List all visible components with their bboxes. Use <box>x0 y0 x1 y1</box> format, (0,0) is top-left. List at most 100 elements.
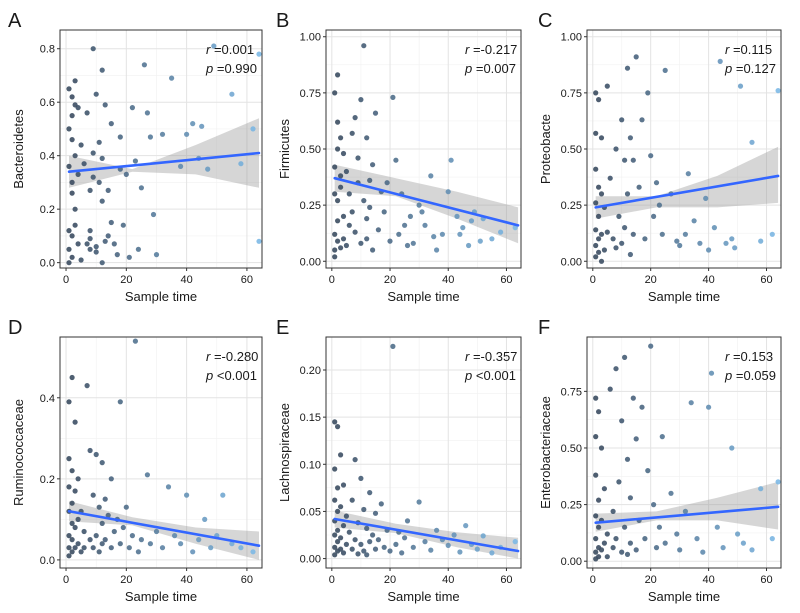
data-point <box>75 516 81 523</box>
data-point <box>463 523 469 529</box>
data-point <box>758 238 764 244</box>
data-point <box>111 528 117 535</box>
data-point <box>396 231 402 237</box>
data-point <box>697 240 703 246</box>
data-point <box>630 395 636 401</box>
data-point <box>613 366 619 372</box>
data-point <box>460 225 466 231</box>
data-point <box>340 213 347 219</box>
plot-border <box>59 336 263 569</box>
data-point <box>659 231 665 237</box>
data-point <box>627 251 634 258</box>
data-point <box>749 547 755 553</box>
r-stat: r =-0.280 <box>206 349 258 364</box>
data-point <box>604 531 610 537</box>
y-tick-label: 0.50 <box>561 443 582 455</box>
data-point <box>601 486 608 492</box>
data-point <box>775 479 781 485</box>
data-point <box>593 472 599 478</box>
data-point <box>343 541 349 548</box>
data-point <box>358 541 364 548</box>
data-point <box>616 479 622 485</box>
data-point <box>451 532 457 538</box>
y-axis-title: Enterobacteriaceae <box>538 396 553 509</box>
panel-letter: E <box>276 317 289 339</box>
data-point <box>428 173 434 179</box>
y-tick-label: 0.20 <box>300 365 321 377</box>
data-point <box>338 535 344 541</box>
data-point <box>184 492 190 498</box>
data-point <box>416 202 422 208</box>
data-point <box>208 545 214 551</box>
plot-background <box>60 337 262 568</box>
p-value: =0.059 <box>732 368 776 383</box>
data-point <box>633 547 639 553</box>
panel-letter: A <box>8 10 22 32</box>
data-point <box>622 524 628 530</box>
data-point <box>410 240 416 246</box>
data-point <box>93 249 99 255</box>
data-point <box>93 533 99 539</box>
data-point <box>72 78 78 84</box>
data-point <box>402 222 408 228</box>
p-stat: p =0.059 <box>724 368 776 383</box>
data-point <box>69 500 75 506</box>
data-point <box>120 524 126 531</box>
data-point <box>361 548 367 554</box>
data-point <box>138 185 144 191</box>
y-tick-label: 0.0 <box>40 555 55 567</box>
data-point <box>593 395 599 401</box>
data-point <box>596 236 602 242</box>
data-point <box>489 550 495 556</box>
data-point <box>708 370 715 376</box>
data-point <box>141 62 147 68</box>
data-point <box>335 198 341 204</box>
data-point <box>99 520 105 527</box>
data-point <box>144 472 150 478</box>
data-point <box>75 105 81 111</box>
data-point <box>87 228 93 234</box>
panel-d: 0 20 40 60 0.0 0.2 0.4 r =-0.280 p <0.001 Sample … <box>8 317 263 604</box>
y-tick-label: 0.50 <box>561 144 582 156</box>
data-point <box>346 529 352 535</box>
data-point <box>69 190 75 196</box>
data-point <box>340 523 347 529</box>
data-point <box>358 475 364 481</box>
data-point <box>78 142 84 148</box>
x-tick-label: 20 <box>384 274 396 286</box>
panel-letter: C <box>538 10 552 32</box>
data-point <box>372 510 379 516</box>
r-label: r <box>725 349 730 364</box>
data-point <box>720 545 726 551</box>
data-point <box>332 164 338 170</box>
x-tick-label: 60 <box>500 574 512 586</box>
data-point <box>593 200 599 206</box>
data-point <box>129 533 135 539</box>
data-point <box>111 241 117 247</box>
p-label: p <box>464 368 472 383</box>
r-label: r <box>725 42 730 57</box>
data-point <box>90 150 96 156</box>
data-point <box>69 549 75 555</box>
data-point <box>703 195 709 201</box>
data-point <box>593 254 599 260</box>
data-point <box>364 552 370 558</box>
data-point <box>454 213 460 219</box>
data-point <box>352 537 358 543</box>
data-point <box>651 502 657 508</box>
r-stat: r =0.001 <box>206 42 254 57</box>
data-point <box>346 191 352 197</box>
data-point <box>375 227 381 233</box>
data-point <box>69 254 75 260</box>
data-point <box>102 496 108 502</box>
data-point <box>355 155 361 161</box>
panel-e: 0 20 40 60 0.00 0.05 0.10 0.15 0.20 r =-0.357 p <0… <box>276 317 522 604</box>
data-point <box>190 549 196 555</box>
data-point <box>404 242 411 249</box>
y-tick-label: 0.15 <box>300 412 321 424</box>
data-point <box>613 146 619 152</box>
data-point <box>729 236 735 242</box>
data-point <box>93 244 99 250</box>
data-point <box>381 544 387 550</box>
